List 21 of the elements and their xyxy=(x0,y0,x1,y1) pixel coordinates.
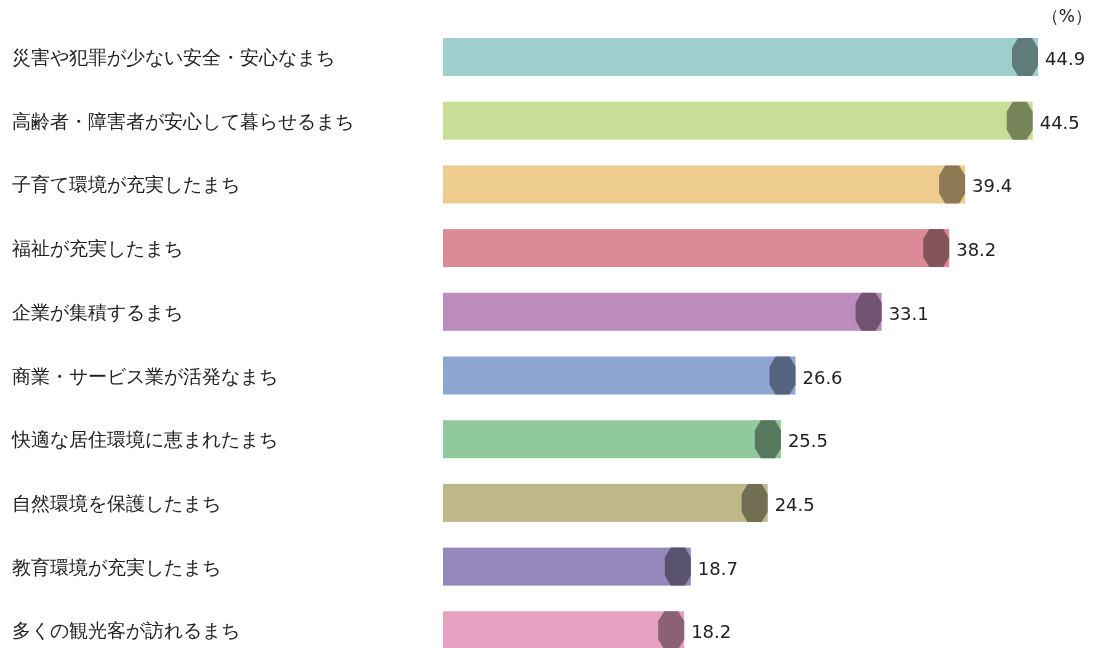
y-tick-label: 多くの観光客が訪れるまち xyxy=(12,619,240,642)
data-label: 38.2 xyxy=(956,239,997,261)
y-tick-label: 企業が集積するまち xyxy=(12,300,183,323)
data-label: 18.7 xyxy=(697,557,738,579)
y-tick-label: 教育環境が充実したまち xyxy=(12,555,221,578)
y-tick-label: 災害や犯罪が少ない安全・安心なまち xyxy=(12,46,335,68)
y-tick-label: 商業・サービス業が活発なまち xyxy=(12,364,278,387)
data-label: 33.1 xyxy=(888,302,929,324)
text: （%） xyxy=(1041,6,1092,26)
y-tick-label: 高齢者・障害者が安心して暮らせるまち xyxy=(12,109,354,132)
y-tick-label: 自然環境を保護したまち xyxy=(12,491,221,514)
y-tick-label: 子育て環境が充実したまち xyxy=(12,173,240,196)
y-tick-label: 福祉が充実したまち xyxy=(12,237,183,260)
data-label: 44.5 xyxy=(1039,111,1080,133)
data-label: 26.6 xyxy=(802,366,843,388)
data-label: 44.9 xyxy=(1045,48,1086,69)
data-label: 39.4 xyxy=(972,175,1013,197)
data-label: 18.2 xyxy=(691,621,732,643)
y-tick-label: 快適な居住環境に恵まれたまち xyxy=(11,428,278,451)
data-label: 25.5 xyxy=(787,430,828,452)
data-label: 24.5 xyxy=(774,493,815,515)
